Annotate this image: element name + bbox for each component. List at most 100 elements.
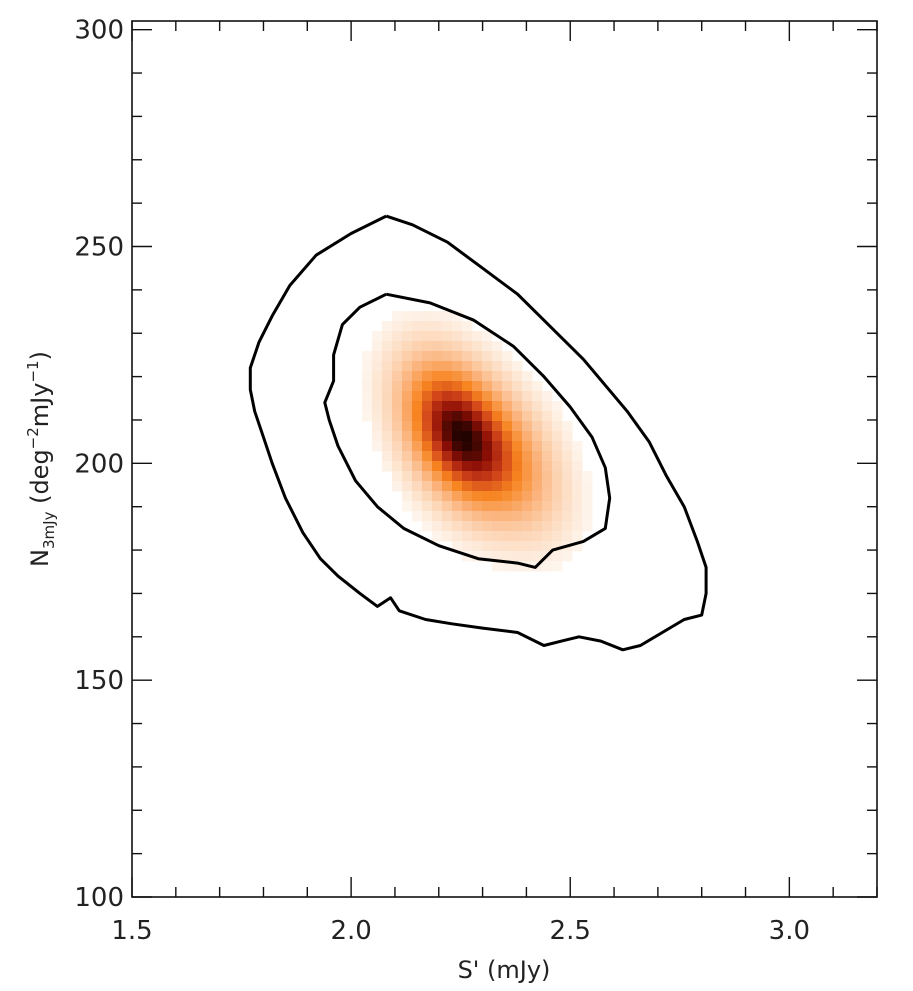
heatmap-cell [492,421,503,432]
heatmap-cell [502,561,513,572]
heatmap-cell [502,401,513,412]
heatmap-cell [502,351,513,362]
heatmap-cell [372,351,383,362]
heatmap-cell [482,471,493,482]
y-axis-label: N3mJy (deg−2mJy−1) [24,351,58,567]
heatmap-cell [492,341,503,352]
heatmap-cell [462,431,473,442]
heatmap-cell [482,531,493,542]
heatmap-cell [412,451,423,462]
heatmap-cell [412,491,423,502]
heatmap-cell [402,471,413,482]
heatmap-cell [462,461,473,472]
heatmap-cell [442,341,453,352]
heatmap-cell [392,461,403,472]
heatmap-cell [452,401,463,412]
heatmap-cell [522,511,533,522]
heatmap-cell [552,401,563,412]
heatmap-cell [412,421,423,432]
heatmap-cell [372,411,383,422]
heatmap-cell [472,331,483,342]
heatmap-cell [502,461,513,472]
heatmap-cell [482,511,493,522]
heatmap-cell [422,461,433,472]
heatmap-cell [512,411,523,422]
heatmap-cell [532,501,543,512]
heatmap-cell [502,531,513,542]
heatmap-cell [472,361,483,372]
heatmap-cell [512,521,523,532]
heatmap-cell [522,521,533,532]
heatmap-cell [362,381,373,392]
heatmap-cell [382,331,393,342]
heatmap-cell [562,521,573,532]
heatmap-cell [402,341,413,352]
heatmap-cell [572,461,583,472]
heatmap-cell [522,551,533,562]
heatmap-cell [472,491,483,502]
heatmap-cell [502,541,513,552]
y-label-units-open: (deg [26,449,54,511]
heatmap-cell [422,411,433,422]
heatmap-cell [542,561,553,572]
heatmap-cell [382,391,393,402]
heatmap-cell [382,351,393,362]
y-tick-label: 250 [74,233,124,263]
heatmap-cell [482,401,493,412]
heatmap-cell [572,471,583,482]
heatmap-cell [412,471,423,482]
heatmap-cell [472,441,483,452]
heatmap-cell [422,391,433,402]
heatmap-cell [562,551,573,562]
heatmap-cell [422,371,433,382]
heatmap-cell [372,431,383,442]
heatmap-cell [472,401,483,412]
heatmap-cell [362,371,373,382]
heatmap-cell [552,461,563,472]
heatmap-cell [402,381,413,392]
heatmap-cell [472,411,483,422]
x-axis-label: S' (mJy) [458,956,551,984]
heatmap-cell [522,401,533,412]
heatmap-cell [432,481,443,492]
heatmap-cell [462,451,473,462]
heatmap-cell [462,421,473,432]
heatmap-cell [512,541,523,552]
heatmap-cell [562,491,573,502]
heatmap-cell [562,421,573,432]
heatmap-cell [492,411,503,422]
heatmap-cell [372,361,383,372]
heatmap-cell [392,411,403,422]
heatmap-cell [402,401,413,412]
heatmap-cell [472,511,483,522]
heatmap-cell [402,481,413,492]
heatmap-cell [462,481,473,492]
heatmap-cell [432,361,443,372]
heatmap-cell [502,441,513,452]
heatmap-cell [402,451,413,462]
heatmap-cell [462,491,473,502]
heatmap-cell [452,361,463,372]
heatmap-cell [382,421,393,432]
heatmap-cell [512,431,523,442]
heatmap-cell [512,361,523,372]
heatmap-cell [562,441,573,452]
heatmap-cell [432,381,443,392]
heatmap-cell [492,451,503,462]
y-label-units-mid: mJy [26,383,54,428]
heatmap-cell [392,331,403,342]
heatmap-cell [412,361,423,372]
heatmap-cell [472,341,483,352]
heatmap-cell [542,511,553,522]
heatmap-cell [452,371,463,382]
heatmap-cell [442,381,453,392]
heatmap-cell [432,511,443,522]
heatmap-cell [492,551,503,562]
heatmap-cell [442,311,453,322]
heatmap-cell [432,451,443,462]
heatmap-cell [482,351,493,362]
heatmap-cell [462,401,473,412]
heatmap-cell [472,541,483,552]
heatmap-cell [442,451,453,462]
heatmap-cell [472,391,483,402]
